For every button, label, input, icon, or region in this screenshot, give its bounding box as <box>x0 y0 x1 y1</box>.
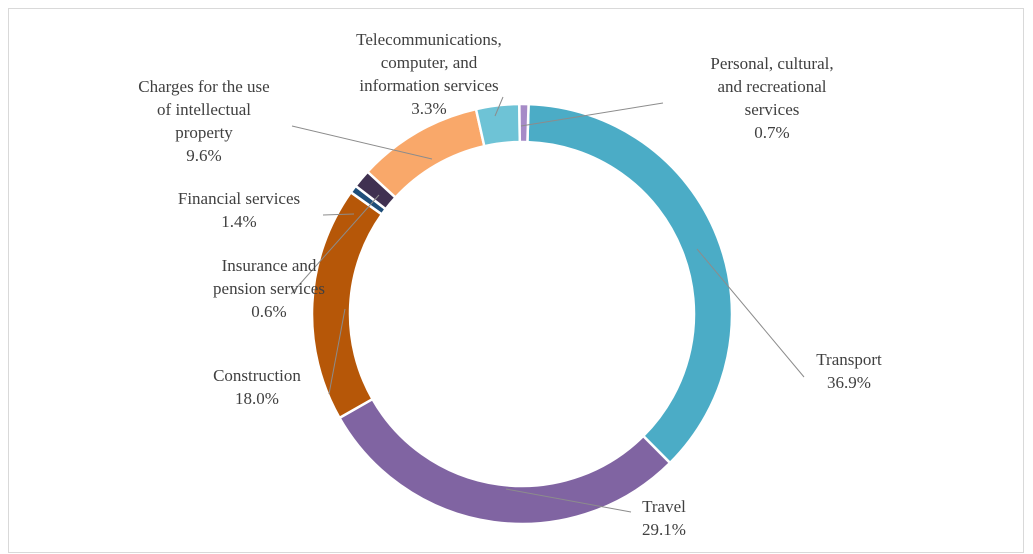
leader-line-2 <box>328 308 346 395</box>
slice-label-6: Telecommunications, computer, and informat… <box>356 30 502 118</box>
leader-line-6 <box>494 96 504 117</box>
slice-label-1: Travel 29.1% <box>642 497 686 539</box>
slice-label-7: Personal, cultural, and recreational servi… <box>710 54 833 142</box>
slice-label-2: Construction 18.0% <box>213 366 301 408</box>
leader-line-0 <box>696 248 805 378</box>
slice-label-5: Charges for the use of intellectual proper… <box>138 77 269 165</box>
donut-slice-2 <box>310 190 384 420</box>
donut-chart: Transport 36.9% Travel 29.1% Construction 18.… <box>138 30 882 539</box>
donut-slice-7 <box>518 102 530 144</box>
chart-frame: Transport 36.9% Travel 29.1% Construction 18.… <box>8 8 1024 553</box>
leader-line-7 <box>520 102 664 127</box>
leader-line-1 <box>505 488 632 513</box>
donut-slice-5 <box>365 107 486 200</box>
slice-label-0: Transport 36.9% <box>816 350 882 392</box>
slice-label-3: Insurance and pension services 0.6% <box>213 256 325 321</box>
donut-slice-1 <box>337 397 672 526</box>
leader-line-3 <box>290 194 380 295</box>
leader-line-4 <box>322 213 355 216</box>
donut-slice-0 <box>526 102 734 465</box>
leader-line-5 <box>291 125 433 160</box>
slice-label-4: Financial services 1.4% <box>178 189 300 231</box>
